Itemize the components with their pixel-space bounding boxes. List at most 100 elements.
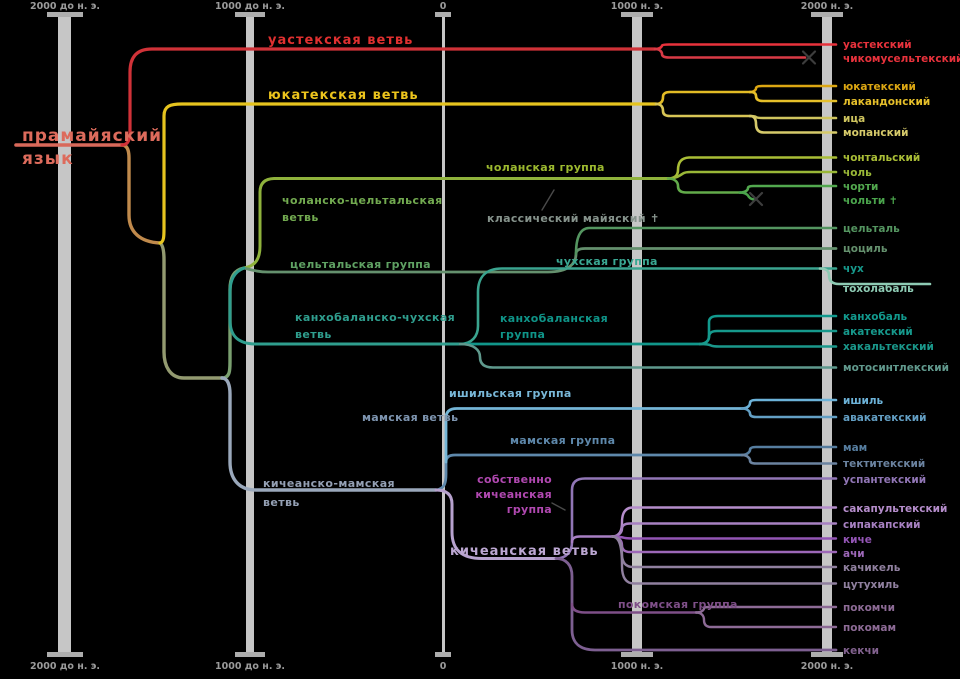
leaf-qeqchi: кекчи [843, 645, 879, 657]
timeline-label-bottom: 0 [440, 661, 447, 672]
leaf-awakatek: авакатекский [843, 412, 926, 424]
leaf-cholti: чольти ✝ [843, 195, 898, 207]
group-label-core-quichean-3: группа [507, 503, 552, 516]
annotation-classic-maya: классический майяский ✝ [487, 212, 659, 225]
group-label-qanjobalan-1: канхобаланская [500, 312, 608, 325]
extinct-x-icon [801, 50, 817, 65]
branch-huastecan: уастекская ветвь уастекский чикомусельте… [120, 33, 960, 147]
leaf-chol: чоль [843, 167, 872, 179]
timeline-label-bottom: 2000 н. э. [801, 661, 853, 672]
chorti-leaf-line [738, 184, 838, 194]
chuj-leaf-line [458, 267, 838, 346]
timeline-label-bottom: 1000 до н. э. [215, 661, 285, 672]
group-label-cholan: чоланская группа [486, 161, 605, 174]
root-label-line1: прамайяский [22, 126, 162, 146]
branch-qanjobalan-chujean: канхобаланско-чухская ветвь чухская груп… [228, 255, 949, 374]
trunk-red-yellow [120, 143, 162, 245]
timeline-label-bottom: 2000 до н. э. [30, 661, 100, 672]
quichean-line [434, 488, 558, 560]
branch-mamean: кичеанско-мамская ветвь мамская ветвь иш… [263, 387, 926, 509]
trunk [14, 143, 438, 492]
poqom-line [570, 602, 698, 614]
timeline-bar-1000ad: 1000 н. э. 1000 н. э. [611, 1, 663, 672]
root-node: прамайяский язык [22, 126, 162, 169]
bar-cap-top [47, 12, 83, 17]
sipakapense-leaf-line [610, 522, 838, 538]
yucatec-lacandon-node [654, 90, 752, 106]
bar-cap-bottom [435, 652, 451, 657]
huastec-leaf-line [653, 43, 838, 51]
leaf-sakapultek: сакапультекский [843, 503, 947, 515]
bar-cap-bottom [811, 652, 843, 657]
mopan-leaf-line [748, 114, 838, 134]
leaf-chontal: чонтальский [843, 152, 920, 164]
sakapultek-leaf-line [610, 506, 838, 538]
bar [58, 17, 71, 652]
leaf-akatek: акатекский [843, 326, 913, 338]
leaf-mam: мам [843, 442, 867, 454]
timeline-label-top: 2000 до н. э. [30, 1, 100, 12]
group-label-poqom: покомская группа [618, 598, 738, 611]
leaf-kiche: киче [843, 534, 872, 546]
bar-cap-bottom [235, 652, 265, 657]
leaf-qanjobal: канхобаль [843, 311, 908, 323]
cholti-leaf-line [738, 191, 757, 201]
timeline-bar-0: 0 0 [435, 1, 451, 672]
chol-leaf-line [666, 170, 838, 180]
timeline-bar-2000bc: 2000 до н. э. 2000 до н. э. [30, 1, 100, 672]
timeline-bar-2000ad: 2000 н. э. 2000 н. э. [801, 1, 853, 672]
tzutujil-leaf-line [610, 535, 838, 585]
poqomam-leaf-line [694, 611, 838, 629]
tektitek-leaf-line [740, 453, 838, 465]
group-label-qanjobalan-2: группа [500, 328, 545, 341]
branch-label-eastern-1: кичеанско-мамская [263, 477, 395, 490]
timeline-label-top: 0 [440, 1, 447, 12]
leaf-chuj: чух [843, 263, 864, 275]
akatek-leaf-line [698, 329, 838, 346]
mopan-itza-node [654, 102, 752, 118]
bar [632, 17, 642, 652]
chorti-cholti-node [666, 177, 742, 194]
branch-label-eastern-2: ветвь [263, 496, 300, 509]
group-label-tzeltalan: цельтальская группа [290, 258, 431, 271]
lacandon-leaf-line [748, 90, 838, 103]
leaf-chorti: чорти [843, 181, 878, 193]
chicomuceltec-leaf-line [653, 47, 807, 59]
timeline-label-top: 2000 н. э. [801, 1, 853, 12]
bar-cap-bottom [621, 652, 653, 657]
leaf-kaqchikel: качикель [843, 562, 901, 574]
leaf-tzeltal: цельталь [843, 223, 900, 235]
classic-maya-arrowhead [548, 184, 557, 196]
leaf-poqomam: покомам [843, 622, 896, 634]
leaf-achi: ачи [843, 548, 865, 560]
leaf-yucatec: юкатекский [843, 81, 916, 93]
core-quichean-node [570, 535, 614, 544]
branch-label-huastecan: уастекская ветвь [268, 33, 413, 48]
branch-label-cholan-tzeltalan-2: ветвь [282, 211, 319, 224]
branch-quichean: кичеанская ветвь собственно кичеанская г… [434, 473, 947, 657]
leaf-tzutujil: цутухиль [843, 579, 899, 591]
leaf-lacandon: лакандонский [843, 96, 930, 108]
group-label-core-quichean-2: кичеанская [475, 488, 552, 501]
extinct-x-icon [748, 191, 764, 207]
mocho-leaf-line [458, 342, 838, 369]
tzotzil-leaf-line [242, 247, 838, 274]
group-label-ixilean: ишильская группа [449, 387, 572, 400]
leaf-huastec: уастекский [843, 39, 912, 51]
leaf-mopan: мопанский [843, 127, 908, 139]
leaf-mocho: мотосинтлекский [843, 362, 949, 374]
branch-yucatecan: юкатекская ветвь юкатекский лакандонский… [158, 81, 930, 245]
tzeltal-leaf-line [574, 226, 838, 256]
root-label-line2: язык [22, 149, 74, 169]
branch-label-yucatecan: юкатекская ветвь [268, 88, 419, 103]
chontal-leaf-line [666, 156, 838, 180]
mam-leaf-line [740, 445, 838, 457]
group-label-chujean: чухская группа [556, 255, 658, 268]
trunk-yellow-olive [158, 241, 224, 380]
leaf-uspantek: успантекский [843, 474, 926, 486]
bar-cap-top [621, 12, 653, 17]
leaf-itza: ица [843, 113, 865, 125]
ixilean-line [444, 407, 744, 464]
branch-label-cholan-tzeltalan-1: чоланско-цельтальская [282, 194, 443, 207]
